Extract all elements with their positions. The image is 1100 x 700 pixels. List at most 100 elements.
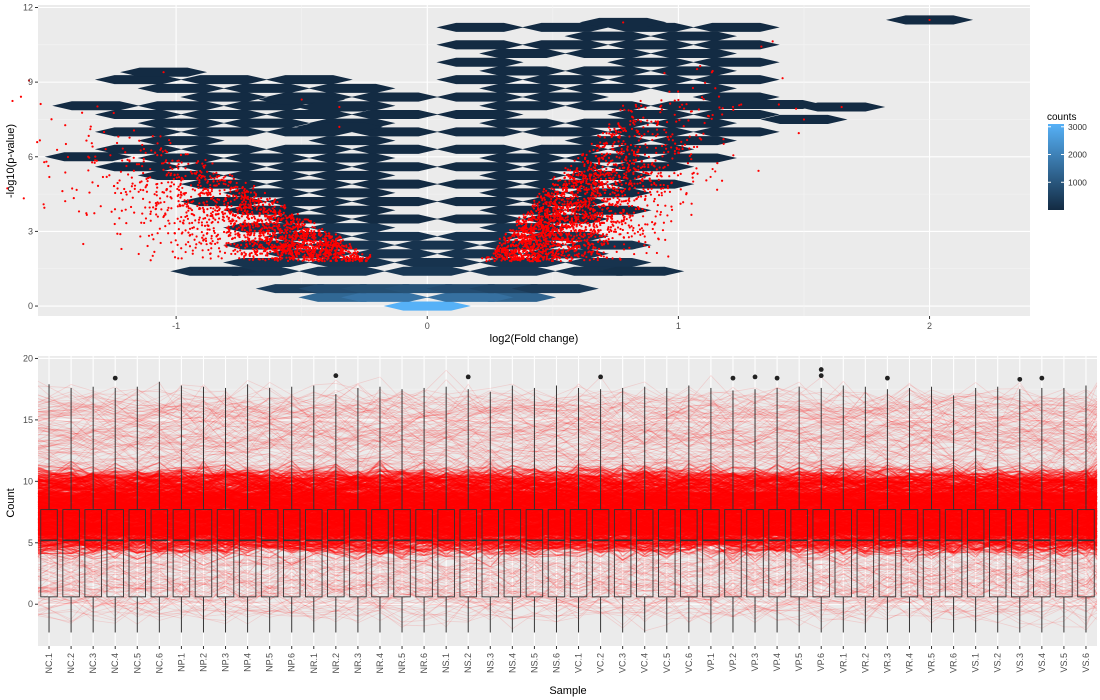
significant-point (256, 218, 259, 222)
expression-line (37, 527, 1098, 557)
significant-point (342, 248, 345, 251)
significant-point (618, 151, 622, 154)
significant-point (282, 217, 285, 220)
significant-point (47, 164, 50, 168)
significant-point (266, 227, 269, 230)
significant-point (660, 104, 663, 107)
significant-point (291, 234, 294, 237)
significant-point (580, 235, 583, 238)
significant-point (333, 256, 336, 259)
significant-point (691, 172, 694, 175)
significant-point (188, 245, 192, 248)
significant-point (696, 172, 699, 175)
significant-point (320, 240, 323, 244)
significant-point (549, 204, 552, 207)
significant-point (532, 246, 535, 249)
significant-point (253, 229, 256, 232)
significant-point (558, 209, 561, 212)
significant-point (558, 197, 561, 200)
significant-point (221, 210, 224, 214)
significant-point (246, 195, 250, 198)
significant-point (356, 254, 359, 257)
significant-point (293, 250, 297, 253)
significant-point (188, 222, 191, 225)
significant-point (253, 217, 257, 220)
significant-point (551, 257, 555, 260)
significant-point (289, 236, 292, 239)
significant-point (573, 181, 576, 184)
significant-point (556, 206, 559, 209)
significant-point (202, 211, 206, 214)
significant-point (576, 188, 579, 191)
significant-point (199, 207, 202, 210)
significant-point (615, 194, 618, 197)
significant-point (208, 228, 211, 231)
significant-point (120, 209, 123, 212)
significant-point (621, 194, 624, 197)
significant-point (569, 221, 572, 224)
significant-point (142, 157, 145, 160)
significant-point (212, 227, 215, 230)
significant-point (339, 242, 342, 245)
significant-point (309, 255, 312, 258)
significant-point (622, 140, 625, 143)
significant-point (305, 258, 308, 261)
significant-point (620, 212, 623, 215)
significant-point (222, 200, 226, 203)
significant-point (167, 206, 170, 209)
significant-point (268, 217, 271, 220)
hexbin-cell (692, 22, 780, 32)
significant-point (545, 253, 549, 256)
significant-point (540, 215, 543, 218)
significant-point (589, 214, 592, 217)
significant-point (161, 150, 164, 153)
significant-point (556, 190, 559, 193)
significant-point (187, 201, 190, 204)
significant-point (292, 221, 295, 224)
significant-point (306, 252, 310, 255)
expression-line (37, 564, 1098, 606)
significant-point (572, 178, 575, 181)
significant-point (142, 147, 146, 151)
significant-point (229, 190, 232, 193)
significant-point (186, 199, 189, 202)
significant-point (631, 184, 634, 187)
hexbin-cell (436, 57, 524, 67)
significant-point (584, 205, 587, 208)
significant-point (296, 241, 299, 245)
significant-point (251, 223, 254, 227)
significant-point (677, 90, 680, 93)
significant-point (176, 243, 179, 246)
hexbin-cell (692, 127, 780, 137)
significant-point (251, 244, 254, 248)
significant-point (685, 103, 688, 106)
significant-point (553, 226, 557, 229)
significant-point (685, 138, 689, 142)
significant-point (630, 219, 633, 222)
significant-point (643, 235, 646, 238)
significant-point (577, 252, 580, 255)
significant-point (545, 245, 548, 248)
significant-point (266, 216, 269, 219)
significant-point (771, 40, 774, 43)
significant-point (233, 242, 236, 246)
significant-point (624, 199, 627, 203)
significant-point (606, 217, 609, 221)
significant-point (597, 240, 600, 244)
significant-point (170, 207, 173, 210)
expression-line (37, 543, 1098, 577)
significant-point (631, 149, 634, 152)
significant-point (583, 259, 586, 262)
significant-point (626, 149, 629, 152)
legend-break-label: 3000 (1068, 122, 1087, 132)
significant-point (526, 245, 529, 248)
significant-point (160, 147, 163, 150)
significant-point (19, 95, 23, 98)
significant-point (664, 238, 667, 241)
significant-point (578, 187, 581, 190)
significant-point (214, 242, 217, 245)
significant-point (548, 233, 551, 236)
significant-point (101, 175, 105, 179)
significant-point (283, 246, 286, 249)
significant-point (231, 237, 234, 240)
